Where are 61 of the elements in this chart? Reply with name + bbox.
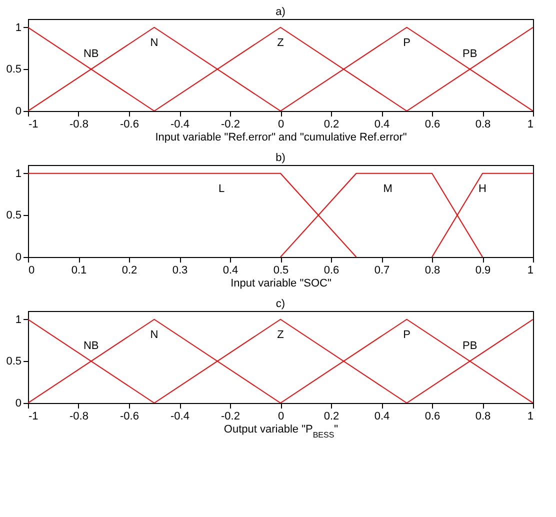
x-tick-label: 0.6: [424, 118, 440, 130]
series-label: M: [383, 183, 392, 196]
x-axis-title: Output variable "P$_{BESS}$": [224, 424, 338, 439]
x-tick-label: -0.6: [120, 118, 139, 130]
x-tick-label: 0: [28, 264, 35, 276]
x-tick-label: 0.6: [324, 264, 340, 276]
x-tick-label: 1: [527, 410, 534, 422]
series-label: Z: [277, 329, 284, 342]
x-tick-label: -0.6: [120, 410, 139, 422]
y-tick-label: 0: [15, 106, 22, 118]
y-tick-label: 1: [15, 314, 22, 326]
y-tick-label: 0: [15, 398, 22, 410]
x-tick-label: -0.8: [70, 118, 88, 130]
x-tick-label: -0.8: [70, 410, 88, 422]
x-tick-label: 0.8: [475, 118, 491, 130]
series-label: Z: [277, 37, 284, 50]
x-tick-label: 0.4: [222, 264, 238, 276]
series-label: N: [150, 37, 158, 50]
y-tick-label: 0.5: [6, 210, 22, 222]
x-tick-label: 0.5: [273, 264, 289, 276]
x-tick-label: -0.4: [170, 410, 190, 422]
x-tick-label: 0.2: [122, 264, 138, 276]
series-label: PB: [462, 340, 478, 352]
x-tick-label: 1: [527, 264, 534, 276]
x-tick-label: 0.6: [424, 410, 440, 422]
series-label: N: [150, 329, 158, 342]
x-tick-label: 0.3: [172, 264, 188, 276]
x-tick-label: 0: [278, 410, 284, 422]
x-tick-label: 0.4: [374, 410, 390, 422]
y-tick-label: 0.5: [6, 64, 22, 76]
chart-title: a): [276, 6, 286, 18]
chart-title: c): [276, 298, 286, 310]
x-axis-title: Input variable "SOC": [230, 278, 332, 290]
series-label: NB: [83, 48, 99, 60]
x-tick-label: 0.4: [374, 118, 390, 130]
x-axis-title: Input variable "Ref.error" and "cumulative Ref.error": [155, 132, 407, 144]
x-tick-label: 0: [278, 118, 284, 130]
y-tick-label: 1: [15, 22, 22, 34]
series-label: H: [478, 183, 487, 196]
x-tick-label: 0.7: [374, 264, 390, 276]
x-tick-label: -0.4: [170, 118, 190, 130]
series-label: NB: [83, 340, 99, 352]
y-tick-label: 0: [15, 252, 22, 264]
x-tick-label: 0.8: [475, 410, 491, 422]
series-label: PB: [462, 48, 478, 60]
series-label: P: [403, 37, 410, 50]
series-label: P: [403, 329, 410, 342]
x-tick-label: 0.2: [324, 410, 340, 422]
x-tick-label: -0.2: [221, 118, 240, 130]
x-tick-label: 0.9: [475, 264, 491, 276]
x-tick-label: 1: [527, 118, 534, 130]
chart-title: b): [276, 152, 286, 164]
x-tick-label: -1: [28, 410, 38, 422]
series-label: L: [218, 183, 225, 196]
y-tick-label: 0.5: [6, 356, 22, 368]
x-tick-label: 0.8: [424, 264, 440, 276]
x-tick-label: 0.1: [71, 264, 87, 276]
x-tick-label: -1: [28, 118, 38, 130]
x-tick-label: 0.2: [324, 118, 340, 130]
y-tick-label: 1: [15, 168, 22, 180]
x-tick-label: -0.2: [221, 410, 240, 422]
